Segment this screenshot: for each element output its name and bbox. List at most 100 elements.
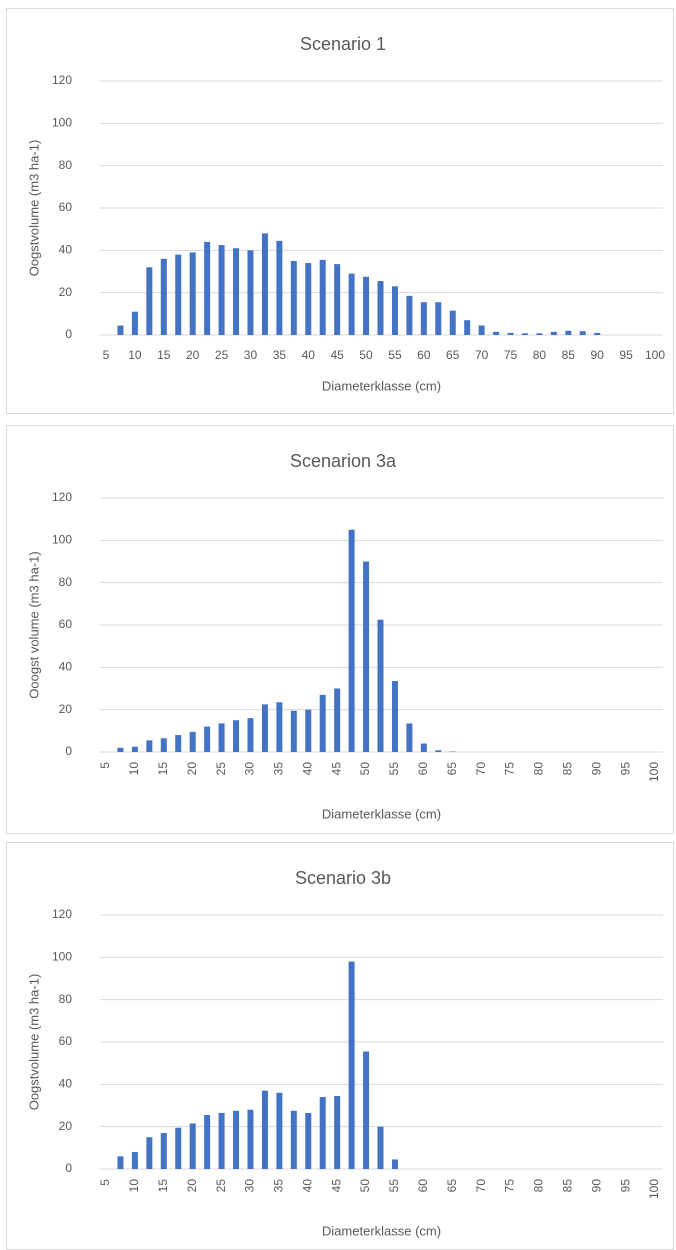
chart-title: Scenario 1 bbox=[300, 34, 386, 54]
y-tick-label: 0 bbox=[65, 1161, 72, 1175]
bar bbox=[391, 286, 398, 335]
x-tick-label: 80 bbox=[532, 1179, 546, 1193]
x-tick-label: 25 bbox=[214, 1179, 228, 1193]
bar bbox=[204, 1115, 211, 1169]
bar bbox=[175, 735, 182, 752]
bar bbox=[160, 738, 167, 752]
x-axis-title: Diameterklasse (cm) bbox=[322, 1223, 441, 1238]
bar bbox=[233, 248, 240, 335]
x-tick-label: 60 bbox=[416, 1179, 430, 1193]
y-tick-label: 40 bbox=[59, 660, 73, 674]
bar bbox=[175, 254, 182, 335]
bar bbox=[218, 1112, 225, 1169]
x-tick-label: 70 bbox=[475, 348, 489, 362]
x-tick-label: 35 bbox=[273, 348, 287, 362]
bar bbox=[204, 241, 211, 335]
y-tick-label: 100 bbox=[52, 533, 72, 547]
bar bbox=[579, 331, 586, 335]
x-tick-label: 80 bbox=[533, 348, 547, 362]
x-tick-label: 20 bbox=[186, 348, 200, 362]
x-tick-label: 30 bbox=[243, 762, 257, 776]
chart: Scenario 1 0 20 40 60 80 100 120 Oogstvolume (m3… bbox=[26, 34, 665, 394]
bar bbox=[363, 276, 370, 335]
y-axis-title: Oogstvolume (m3 ha-1) bbox=[26, 140, 41, 277]
y-axis-title: Ooogst volume (m3 ha-1) bbox=[26, 551, 41, 698]
x-tick-label: 30 bbox=[244, 348, 258, 362]
x-tick-label: 10 bbox=[128, 348, 142, 362]
x-tick-label: 40 bbox=[302, 348, 316, 362]
bar bbox=[435, 750, 442, 752]
bar bbox=[565, 330, 572, 335]
x-tick-label: 100 bbox=[645, 348, 665, 362]
chart: Scenarion 3a 0 20 40 60 80 100 120 Ooogst volume… bbox=[26, 451, 663, 821]
bar bbox=[449, 310, 456, 335]
bar bbox=[189, 1123, 196, 1169]
bar bbox=[131, 746, 138, 752]
x-tick-label: 85 bbox=[560, 1179, 574, 1193]
bar bbox=[377, 281, 384, 335]
y-tick-label: 80 bbox=[59, 575, 73, 589]
bar bbox=[276, 702, 283, 752]
x-tick-label: 55 bbox=[388, 348, 402, 362]
x-tick-label: 60 bbox=[417, 348, 431, 362]
bar bbox=[290, 260, 297, 335]
bar bbox=[377, 1126, 384, 1169]
bar bbox=[594, 332, 601, 335]
x-tick-label: 45 bbox=[329, 762, 343, 776]
x-tick-label: 75 bbox=[503, 1179, 517, 1193]
bar bbox=[160, 258, 167, 335]
y-tick-label: 100 bbox=[52, 116, 72, 130]
bar bbox=[550, 331, 557, 335]
bar bbox=[334, 1095, 341, 1169]
x-tick-label: 85 bbox=[560, 762, 574, 776]
bar bbox=[189, 252, 196, 335]
chart-panel: Scenario 1 0 20 40 60 80 100 120 Oogstvolume (m3… bbox=[6, 8, 674, 414]
bar bbox=[290, 1110, 297, 1169]
y-tick-label: 100 bbox=[52, 950, 72, 964]
bar bbox=[536, 333, 543, 335]
bar bbox=[146, 740, 153, 752]
bar bbox=[131, 1152, 138, 1169]
chart-title: Scenario 3b bbox=[295, 868, 391, 888]
y-tick-label: 120 bbox=[52, 907, 72, 921]
chart-panel: Scenario 3b 0 20 40 60 80 100 120 Oogstvolume (m… bbox=[6, 842, 674, 1250]
y-tick-label: 20 bbox=[59, 702, 73, 716]
x-tick-label: 80 bbox=[532, 762, 546, 776]
bar bbox=[305, 1112, 312, 1169]
bar bbox=[478, 325, 485, 335]
y-tick-label: 0 bbox=[65, 744, 72, 758]
bar bbox=[334, 264, 341, 335]
x-tick-label: 75 bbox=[504, 348, 518, 362]
bar bbox=[204, 726, 211, 752]
x-tick-label: 90 bbox=[589, 1179, 603, 1193]
bar bbox=[189, 731, 196, 752]
y-tick-label: 120 bbox=[52, 490, 72, 504]
bar bbox=[261, 1090, 268, 1169]
bar bbox=[348, 273, 355, 335]
bar bbox=[233, 720, 240, 752]
bar bbox=[319, 1097, 326, 1169]
x-tick-label: 70 bbox=[474, 762, 488, 776]
y-tick-label: 40 bbox=[59, 243, 73, 257]
bar bbox=[117, 1156, 124, 1169]
bar bbox=[175, 1127, 182, 1169]
x-tick-label: 100 bbox=[647, 762, 661, 782]
bar bbox=[521, 333, 528, 335]
x-tick-label: 5 bbox=[98, 1179, 112, 1186]
bar bbox=[247, 718, 254, 752]
x-tick-label: 15 bbox=[156, 1179, 170, 1193]
bar bbox=[435, 302, 442, 335]
x-tick-label: 10 bbox=[127, 1179, 141, 1193]
bar bbox=[276, 1092, 283, 1169]
x-tick-label: 5 bbox=[98, 762, 112, 769]
x-tick-label: 85 bbox=[562, 348, 576, 362]
y-tick-label: 0 bbox=[65, 327, 72, 341]
x-tick-label: 45 bbox=[329, 1179, 343, 1193]
x-tick-label: 90 bbox=[589, 762, 603, 776]
x-tick-label: 65 bbox=[445, 762, 459, 776]
x-axis-title: Diameterklasse (cm) bbox=[322, 806, 441, 821]
y-tick-label: 120 bbox=[52, 73, 72, 87]
x-tick-label: 10 bbox=[127, 762, 141, 776]
bar bbox=[406, 295, 413, 335]
